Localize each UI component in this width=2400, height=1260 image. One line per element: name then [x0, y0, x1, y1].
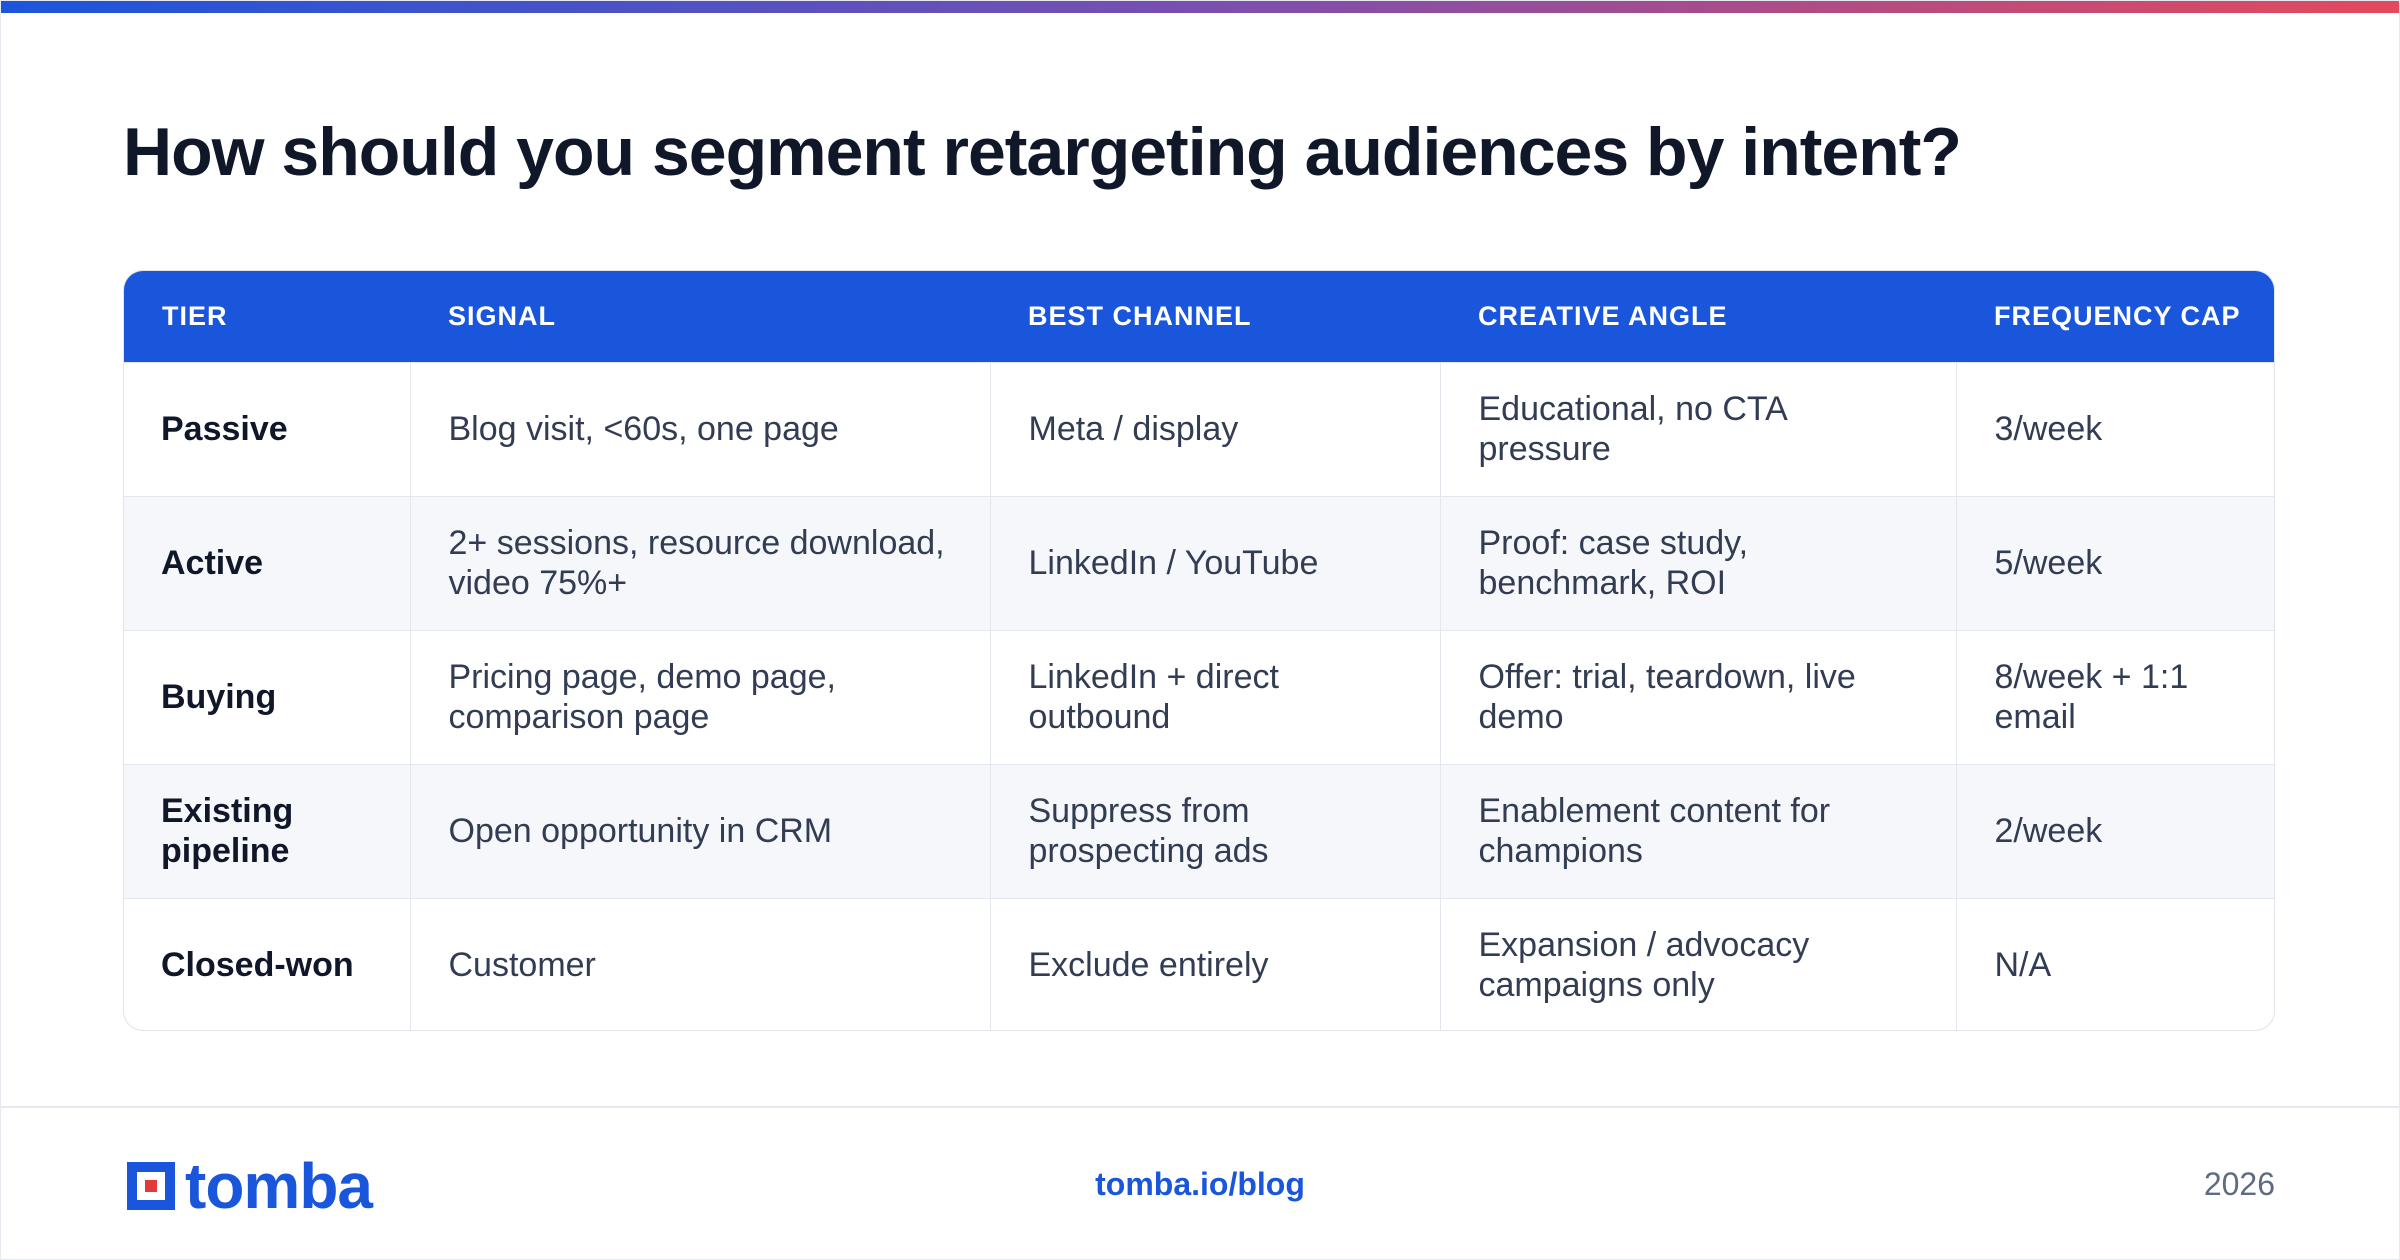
- page-title: How should you segment retargeting audie…: [123, 114, 1962, 190]
- tomba-logo: tomba: [123, 1150, 373, 1222]
- segment-table-container: TIER SIGNAL BEST CHANNEL CREATIVE ANGLE …: [123, 270, 2275, 1031]
- cell-best-channel: Suppress from prospecting ads: [989, 763, 1440, 898]
- cell-best-channel: LinkedIn / YouTube: [989, 495, 1440, 630]
- header-signal: SIGNAL: [448, 300, 557, 331]
- table-row: Closed-won Customer Exclude entirely Exp…: [124, 897, 2274, 1030]
- cell-tier: Passive: [124, 361, 410, 496]
- header-best-channel: BEST CHANNEL: [1028, 300, 1252, 331]
- header-row: TIER SIGNAL BEST CHANNEL CREATIVE ANGLE …: [124, 271, 2274, 362]
- cell-signal: Open opportunity in CRM: [409, 763, 990, 898]
- cell-creative-angle: Expansion / advocacy campaigns only: [1439, 897, 1956, 1030]
- cell-frequency-cap: 3/week: [1955, 361, 2274, 496]
- cell-signal: 2+ sessions, resource download, video 75…: [409, 495, 990, 630]
- header-tier: TIER: [162, 300, 228, 331]
- tomba-logo-icon: [127, 1162, 175, 1210]
- cell-tier: Active: [124, 495, 410, 630]
- logo-wordmark: tomba: [185, 1150, 373, 1222]
- segment-table: TIER SIGNAL BEST CHANNEL CREATIVE ANGLE …: [124, 271, 2274, 1030]
- blog-link[interactable]: tomba.io/blog: [1095, 1166, 1305, 1202]
- cell-tier: Closed-won: [124, 897, 410, 1030]
- table-row: Buying Pricing page, demo page, comparis…: [124, 629, 2274, 764]
- table-row: Existing pipeline Open opportunity in CR…: [124, 763, 2274, 898]
- cell-frequency-cap: 8/week + 1:1 email: [1955, 629, 2274, 764]
- footer: tomba tomba.io/blog 2026: [1, 1106, 2399, 1259]
- table-body: Passive Blog visit, <60s, one page Meta …: [124, 361, 2274, 1030]
- cell-creative-angle: Educational, no CTA pressure: [1439, 361, 1956, 496]
- cell-signal: Blog visit, <60s, one page: [409, 361, 990, 496]
- cell-best-channel: LinkedIn + direct outbound: [989, 629, 1440, 764]
- cell-frequency-cap: N/A: [1955, 897, 2274, 1030]
- header-creative-angle: CREATIVE ANGLE: [1478, 300, 1728, 331]
- cell-signal: Pricing page, demo page, comparison page: [409, 629, 990, 764]
- cell-tier: Buying: [124, 629, 410, 764]
- table-row: Active 2+ sessions, resource download, v…: [124, 495, 2274, 630]
- cell-creative-angle: Proof: case study, benchmark, ROI: [1439, 495, 1956, 630]
- cell-tier: Existing pipeline: [124, 763, 410, 898]
- cell-signal: Customer: [409, 897, 990, 1030]
- footer-year: 2026: [2203, 1166, 2275, 1202]
- cell-best-channel: Meta / display: [989, 361, 1440, 496]
- cell-frequency-cap: 5/week: [1955, 495, 2274, 630]
- table-row: Passive Blog visit, <60s, one page Meta …: [124, 361, 2274, 496]
- cell-creative-angle: Enablement content for champions: [1439, 763, 1956, 898]
- top-gradient-bar: [1, 1, 2399, 13]
- table-header: TIER SIGNAL BEST CHANNEL CREATIVE ANGLE …: [124, 271, 2274, 362]
- header-frequency-cap: FREQUENCY CAP: [1994, 300, 2241, 331]
- cell-frequency-cap: 2/week: [1955, 763, 2274, 898]
- cell-creative-angle: Offer: trial, teardown, live demo: [1439, 629, 1956, 764]
- cell-best-channel: Exclude entirely: [989, 897, 1440, 1030]
